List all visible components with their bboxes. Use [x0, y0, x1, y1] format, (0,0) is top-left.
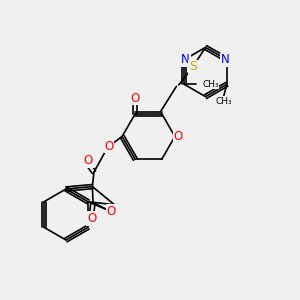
Text: N: N [181, 53, 190, 66]
Text: CH₃: CH₃ [215, 97, 232, 106]
Text: CH₃: CH₃ [202, 80, 219, 89]
Text: O: O [131, 92, 140, 104]
Text: S: S [189, 60, 197, 74]
Text: N: N [221, 53, 230, 66]
Text: O: O [106, 205, 116, 218]
Text: O: O [105, 140, 114, 153]
Text: O: O [174, 130, 183, 143]
Text: O: O [84, 154, 93, 167]
Text: O: O [87, 212, 96, 225]
